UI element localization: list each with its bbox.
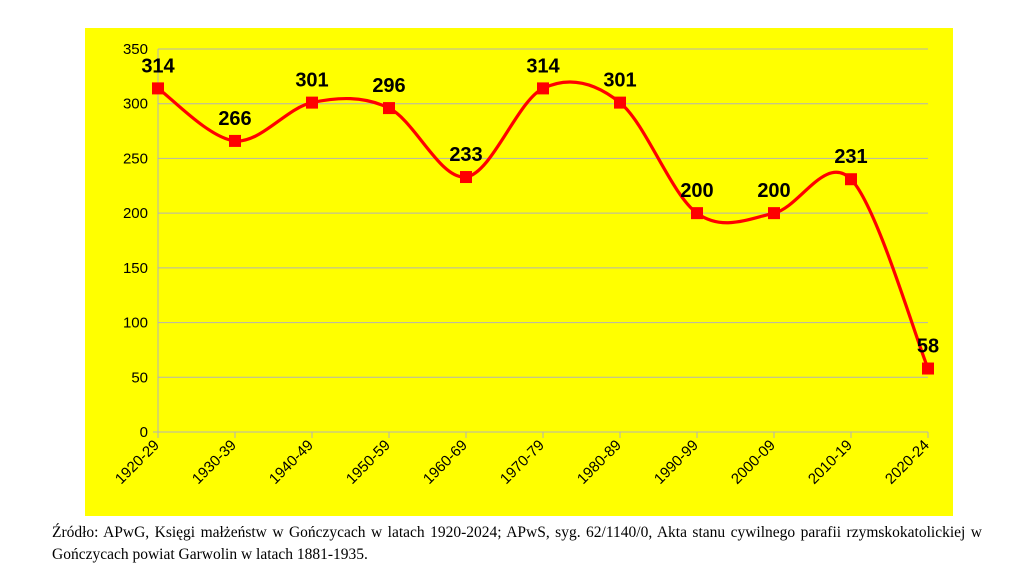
marker-layer [152,82,934,375]
data-point-marker [922,362,934,375]
data-label: 200 [757,180,790,202]
x-tick-label: 1930-39 [189,437,240,488]
data-labels: 314 266 301 296 233 314 301 200 200 231 58 [141,55,939,357]
data-label: 314 [141,55,175,77]
data-point-marker [152,82,164,95]
data-label: 200 [680,180,713,202]
data-label: 233 [449,144,482,166]
data-label: 231 [834,146,867,168]
x-tick-label: 2010-19 [805,437,856,488]
y-tick-label: 0 [140,424,148,441]
y-tick-label: 200 [123,205,148,222]
data-point-marker [768,207,780,220]
x-tick-label: 1960-69 [420,437,471,488]
y-tick-labels: 0 50 100 150 200 250 300 350 [123,41,148,441]
data-point-marker [306,96,318,109]
x-tick-label: 2000-09 [728,437,779,488]
x-tick-label: 1920-29 [112,437,163,488]
data-point-marker [614,96,626,109]
y-tick-label: 300 [123,96,148,113]
x-tick-label: 1980-89 [574,437,625,488]
x-tick-labels: 1920-29 1930-39 1940-49 1950-59 1960-69 1970-… [112,437,933,488]
x-tick-label: 1970-79 [497,437,548,488]
data-point-marker [383,102,395,115]
x-tick-label: 1950-59 [343,437,394,488]
data-label: 266 [218,108,251,130]
data-point-marker [537,82,549,95]
y-tick-label: 350 [123,41,148,58]
source-caption: Źródło: APwG, Księgi małżeństw w Gończyc… [52,524,982,563]
grid-layer [158,48,928,378]
data-label: 58 [917,336,939,358]
data-point-marker [691,207,703,220]
series-line [157,80,930,370]
axis-layer [153,49,929,438]
y-tick-label: 100 [123,315,148,332]
data-label: 301 [603,70,636,92]
x-tick-label: 2020-24 [882,437,933,488]
data-point-marker [845,173,857,186]
data-label: 314 [526,55,560,77]
x-tick-label: 1940-49 [266,437,317,488]
series-layer [157,80,930,370]
line-chart: 0 50 100 150 200 250 300 350 1920-29 1930-39 1940… [112,41,939,488]
data-point-marker [460,171,472,184]
data-point-marker [229,134,241,147]
x-tick-label: 1990-99 [651,437,702,488]
y-tick-label: 150 [123,260,148,277]
y-tick-label: 50 [131,369,148,386]
y-tick-label: 250 [123,150,148,167]
data-label: 296 [372,75,405,97]
chart-panel: 0 50 100 150 200 250 300 350 1920-29 1930-39 1940… [85,28,953,516]
data-label: 301 [295,70,328,92]
